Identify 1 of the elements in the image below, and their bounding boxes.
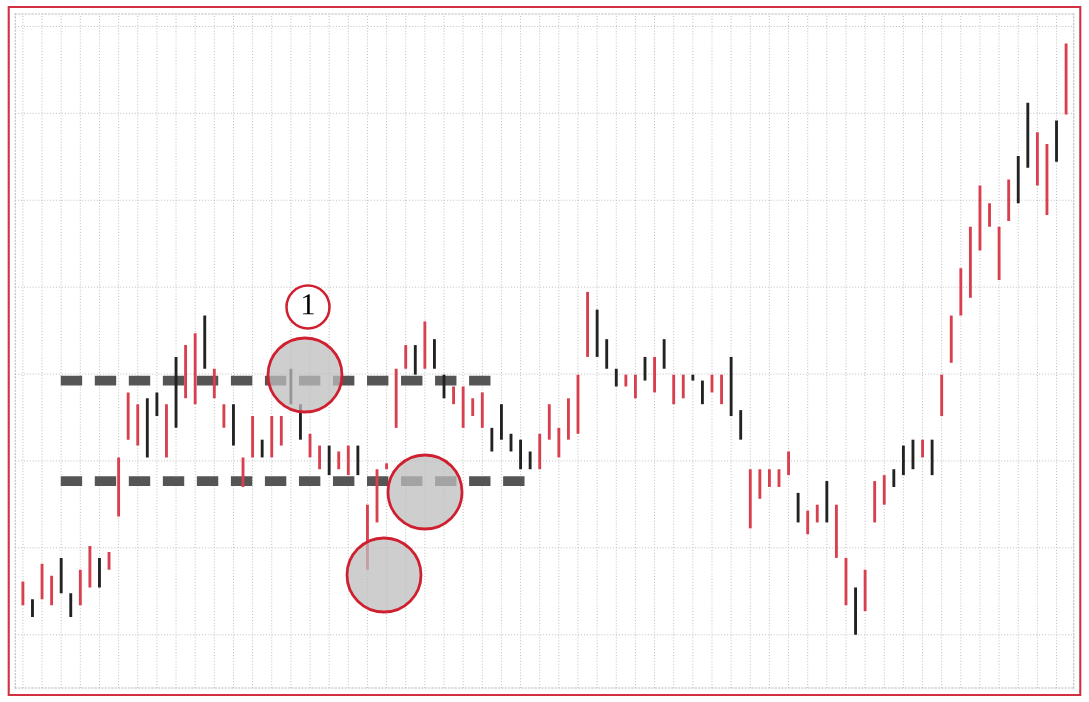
- annotation: 1: [303, 294, 314, 315]
